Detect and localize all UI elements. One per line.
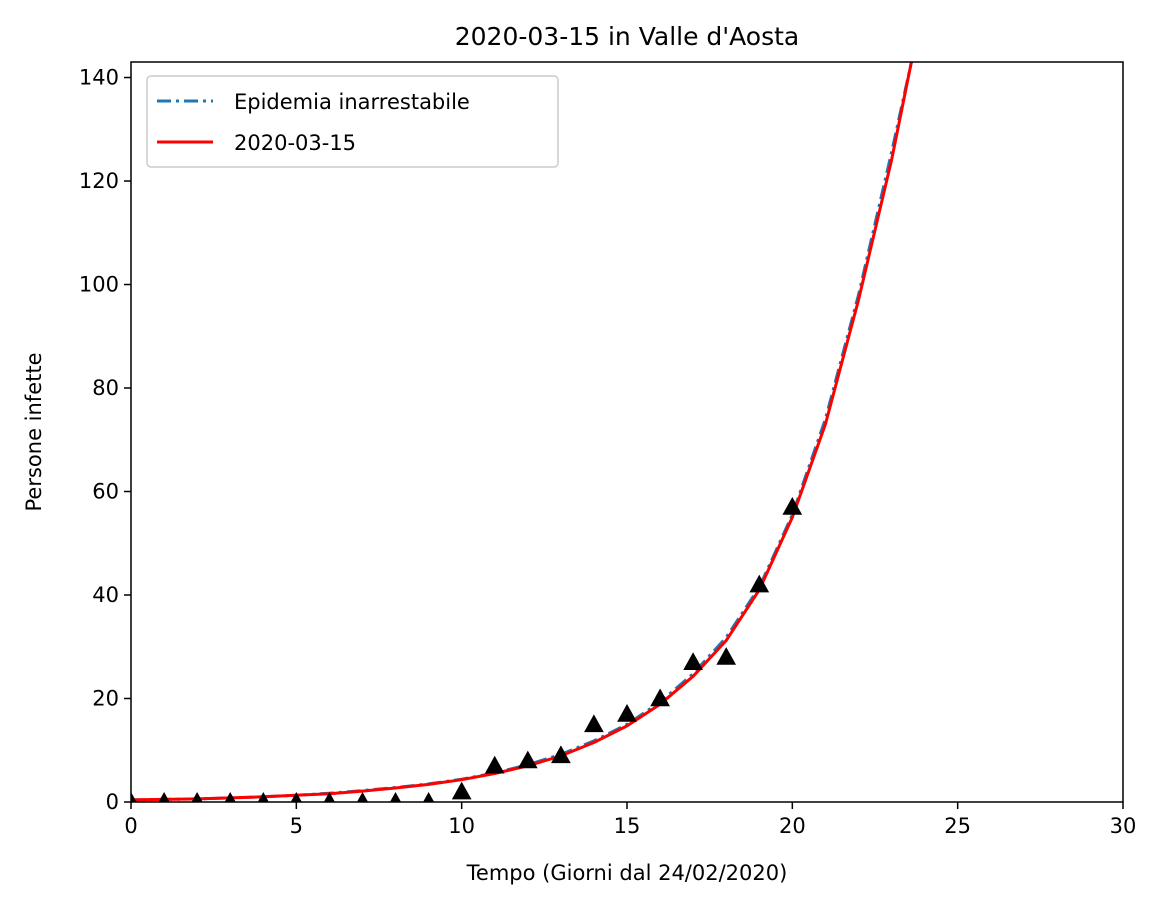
y-tick-label: 60 xyxy=(92,480,119,504)
y-axis-label: Persone infette xyxy=(22,352,46,511)
y-axis: 0 20 40 60 80 100 120 140 xyxy=(79,66,131,814)
data-point xyxy=(683,652,703,670)
legend-box xyxy=(146,75,559,168)
data-point xyxy=(617,703,637,722)
series-line-0 xyxy=(131,62,913,802)
plot-area xyxy=(131,62,913,802)
data-point xyxy=(484,755,505,774)
x-axis: 0 5 10 15 20 25 30 xyxy=(124,802,1136,838)
x-tick-label: 0 xyxy=(124,814,137,838)
data-point xyxy=(451,781,472,800)
data-point xyxy=(517,750,538,769)
data-point xyxy=(131,791,137,802)
data-point xyxy=(158,791,170,802)
x-tick-label: 15 xyxy=(614,814,641,838)
y-tick-label: 120 xyxy=(79,169,119,193)
data-point xyxy=(716,647,737,665)
x-axis-label: Tempo (Giorni dal 24/02/2020) xyxy=(466,861,788,885)
legend: Epidemia inarrestabile 2020-03-15 xyxy=(146,75,559,168)
data-point xyxy=(584,714,604,733)
y-tick-label: 0 xyxy=(106,790,119,814)
data-point xyxy=(356,791,369,802)
data-point xyxy=(650,688,670,707)
y-tick-label: 40 xyxy=(92,583,119,607)
series-line-1 xyxy=(131,62,913,802)
data-point xyxy=(389,791,402,802)
legend-label-fit: 2020-03-15 xyxy=(234,131,356,155)
y-tick-label: 80 xyxy=(92,376,119,400)
x-tick-label: 20 xyxy=(779,814,806,838)
y-tick-label: 100 xyxy=(79,273,119,297)
data-point xyxy=(257,791,269,802)
y-tick-label: 20 xyxy=(92,687,119,711)
data-point xyxy=(290,791,302,802)
x-tick-label: 10 xyxy=(448,814,475,838)
data-point xyxy=(423,791,435,802)
data-point xyxy=(191,791,203,802)
legend-label-epidemia: Epidemia inarrestabile xyxy=(234,90,470,114)
plot-frame xyxy=(130,61,1124,803)
data-point xyxy=(224,791,236,802)
y-tick-label: 140 xyxy=(79,66,119,90)
data-point xyxy=(323,791,335,802)
data-point xyxy=(749,574,770,593)
x-tick-label: 5 xyxy=(290,814,303,838)
data-point xyxy=(551,745,571,764)
x-tick-label: 30 xyxy=(1110,814,1137,838)
x-tick-label: 25 xyxy=(944,814,971,838)
chart-title: 2020-03-15 in Valle d'Aosta xyxy=(455,22,800,51)
data-point xyxy=(782,496,803,515)
